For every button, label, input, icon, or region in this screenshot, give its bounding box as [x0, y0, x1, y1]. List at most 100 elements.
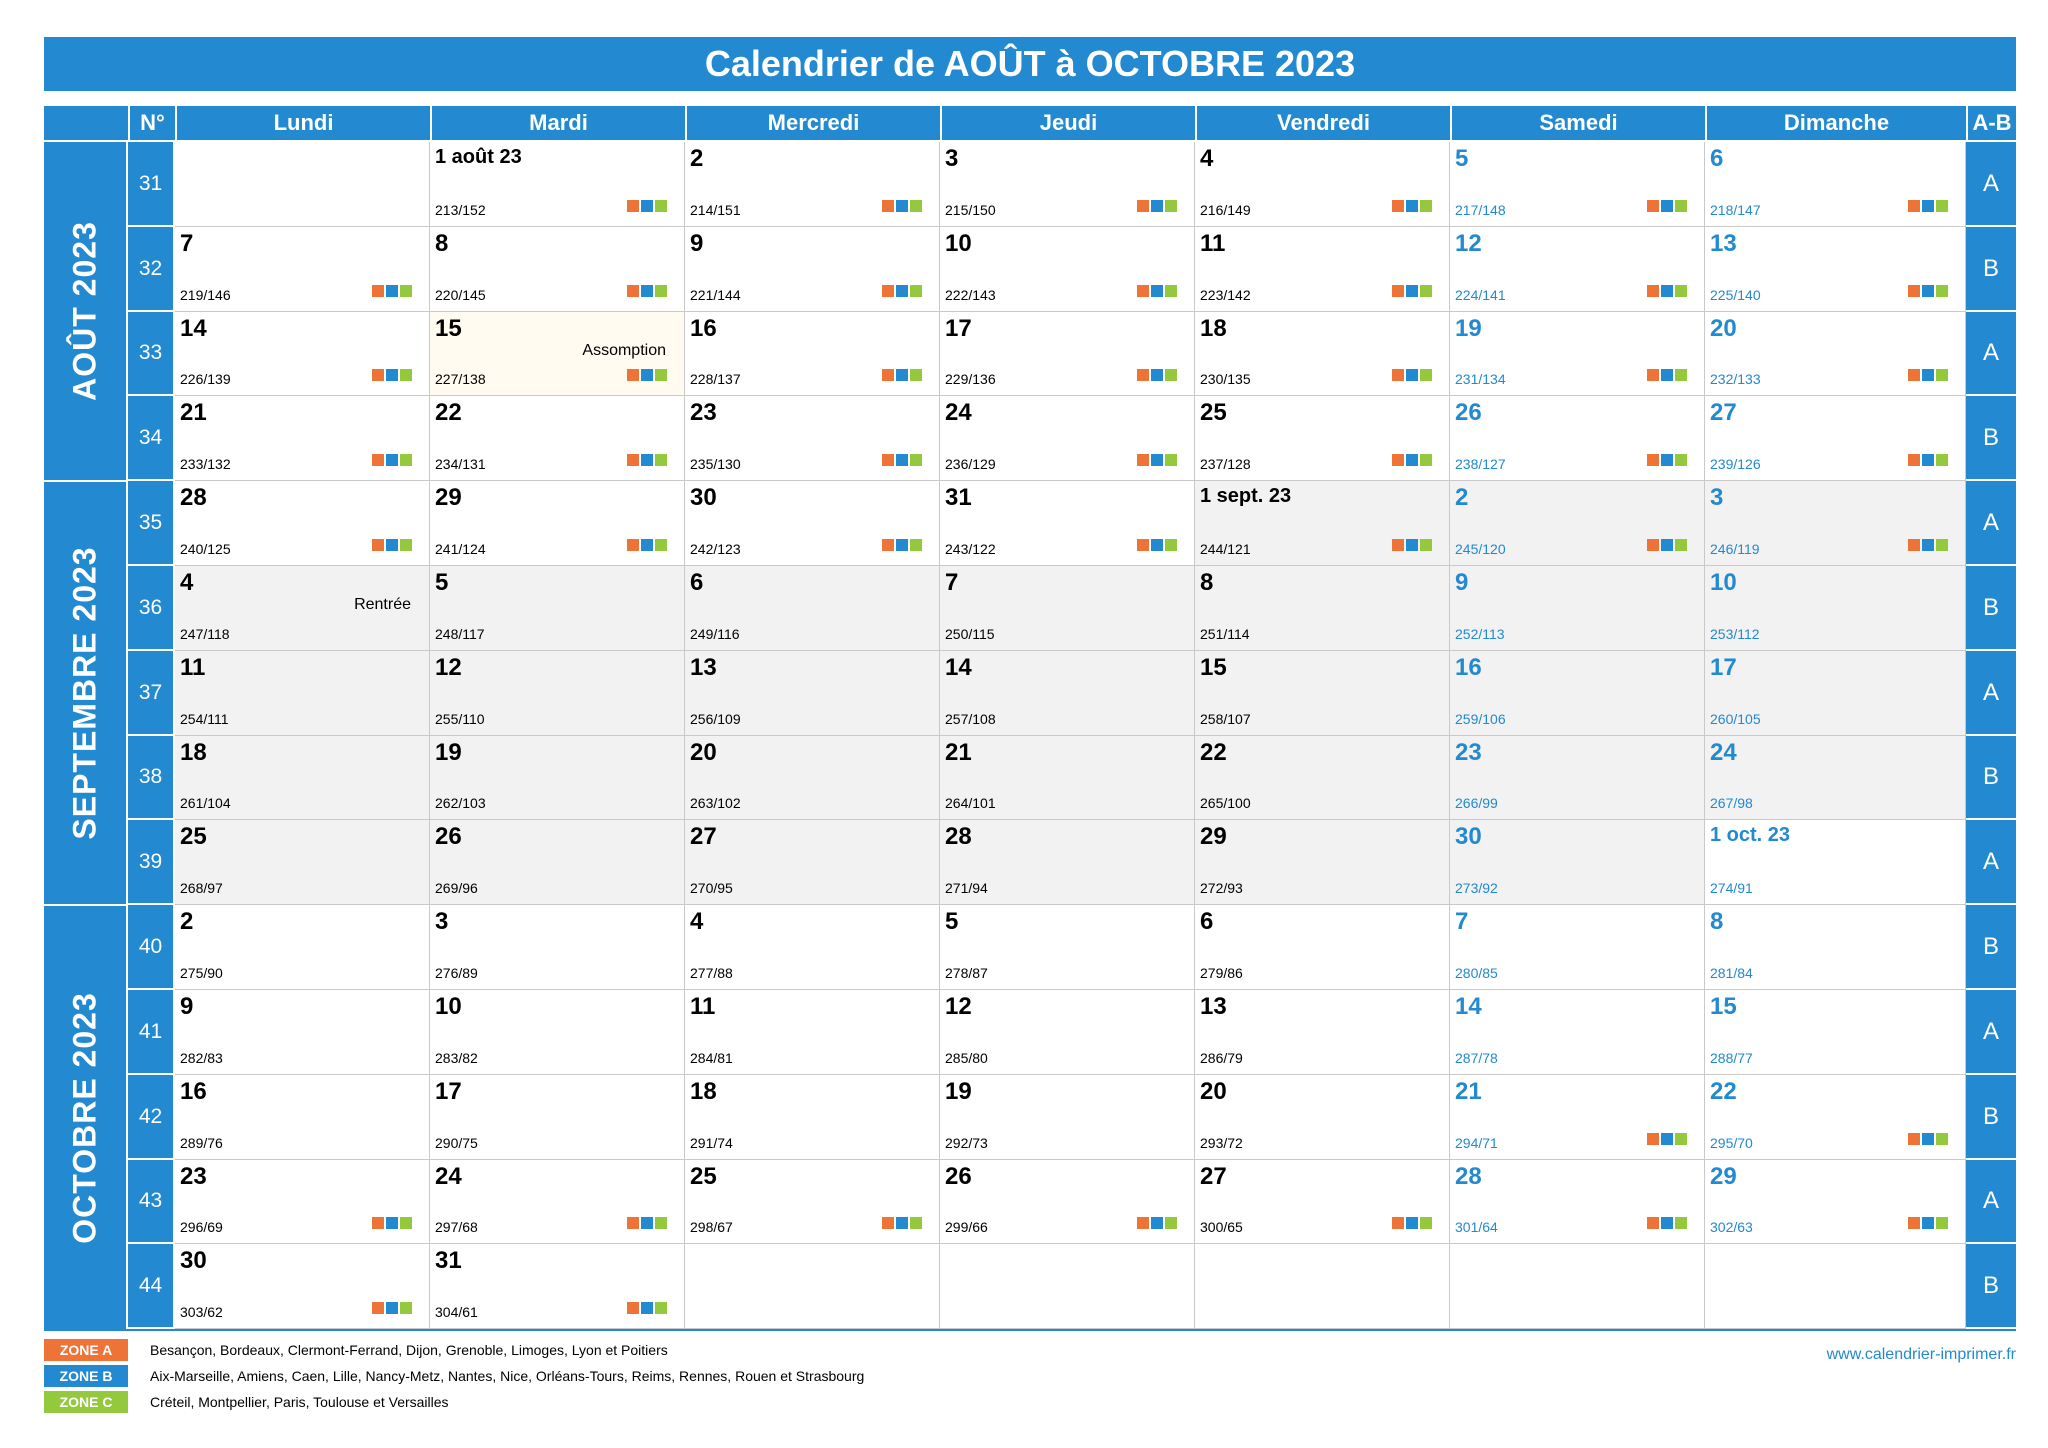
zone-b-square	[1661, 1217, 1673, 1229]
day-cell: 19 292/73	[940, 1075, 1195, 1160]
day-number: 2	[180, 908, 194, 935]
day-cell: 2 275/90	[175, 905, 430, 990]
zone-a-square	[1137, 200, 1149, 212]
day-of-year-count: 254/111	[180, 711, 229, 727]
day-cell: 21 294/71	[1450, 1075, 1705, 1160]
day-of-year-count: 269/96	[435, 880, 478, 896]
zone-a-square	[1392, 285, 1404, 297]
day-cell: 18 291/74	[685, 1075, 940, 1160]
zone-a-square	[1908, 1217, 1920, 1229]
day-cell: 15 288/77	[1705, 990, 1966, 1075]
day-number: 7	[180, 230, 194, 257]
day-of-year-count: 227/138	[435, 371, 486, 387]
zone-a-square	[1392, 539, 1404, 551]
day-of-year-count: 213/152	[435, 202, 486, 218]
zone-c-square	[1936, 1133, 1948, 1145]
zone-c-square	[655, 1302, 667, 1314]
day-of-year-count: 278/87	[945, 965, 988, 981]
zone-b-square	[896, 285, 908, 297]
day-cell: 7 250/115	[940, 566, 1195, 651]
website-link[interactable]: www.calendrier-imprimer.fr	[1826, 1346, 2016, 1363]
day-event-label: Rentrée	[354, 596, 411, 613]
day-number: 22	[1200, 739, 1227, 766]
day-of-year-count: 302/63	[1710, 1219, 1753, 1235]
day-cell: 4 216/149	[1195, 142, 1450, 227]
day-of-year-count: 245/120	[1455, 541, 1506, 557]
day-cell: 2 245/120	[1450, 481, 1705, 566]
week-number: 36	[128, 566, 173, 649]
zone-c-square	[1936, 539, 1948, 551]
zone-a-square	[882, 200, 894, 212]
school-holiday-zones-indicator	[1647, 285, 1687, 297]
day-number: 17	[945, 315, 972, 342]
day-number: 23	[1455, 739, 1482, 766]
day-cell: 3 215/150	[940, 142, 1195, 227]
school-holiday-zones-indicator	[627, 1302, 667, 1314]
school-holiday-zones-indicator	[1392, 200, 1432, 212]
day-cell: 6 249/116	[685, 566, 940, 651]
zone-b-square	[386, 539, 398, 551]
day-number: 15	[1200, 654, 1227, 681]
day-number: 2	[690, 145, 704, 172]
day-of-year-count: 297/68	[435, 1219, 478, 1235]
zone-a-square	[1392, 1217, 1404, 1229]
week-ab-letter: B	[1966, 1244, 2016, 1327]
month-band-aout: AOÛT 2023	[44, 142, 126, 480]
day-of-year-count: 281/84	[1710, 965, 1753, 981]
day-number: 5	[945, 908, 959, 935]
week-number: 44	[128, 1244, 173, 1327]
zone-c-square	[1420, 369, 1432, 381]
zone-b-square	[641, 285, 653, 297]
day-cell: 28 301/64	[1450, 1160, 1705, 1244]
zone-b-square	[386, 1217, 398, 1229]
zone-b-square	[1661, 539, 1673, 551]
zone-b-square	[1922, 539, 1934, 551]
school-holiday-zones-indicator	[627, 539, 667, 551]
day-number: 20	[690, 739, 717, 766]
day-number: 12	[945, 993, 972, 1020]
day-of-year-count: 234/131	[435, 456, 486, 472]
grid-bottom-rule	[44, 1329, 2016, 1331]
school-holiday-zones-indicator	[1647, 200, 1687, 212]
day-number: 25	[1200, 399, 1227, 426]
month-band-octobre: OCTOBRE 2023	[44, 906, 126, 1329]
school-holiday-zones-indicator	[1137, 369, 1177, 381]
zone-b-square	[1922, 285, 1934, 297]
zone-c-square	[1936, 369, 1948, 381]
day-of-year-count: 218/147	[1710, 202, 1761, 218]
zone-a-square	[1908, 539, 1920, 551]
day-number: 1 oct. 23	[1710, 824, 1791, 846]
month-label: AOÛT 2023	[66, 221, 103, 401]
day-number: 10	[945, 230, 972, 257]
day-cell: 30 242/123	[685, 481, 940, 566]
day-cell: 28 240/125	[175, 481, 430, 566]
day-of-year-count: 291/74	[690, 1135, 733, 1151]
zone-b-square	[641, 369, 653, 381]
week-number: 40	[128, 905, 173, 988]
day-cell: 10 253/112	[1705, 566, 1966, 651]
zone-c-square	[1165, 454, 1177, 466]
zone-b-square	[1922, 1217, 1934, 1229]
day-number: 29	[1710, 1163, 1737, 1190]
day-number: 25	[690, 1163, 717, 1190]
day-of-year-count: 224/141	[1455, 287, 1506, 303]
zone-c-square	[910, 454, 922, 466]
day-cell: 24 267/98	[1705, 736, 1966, 820]
month-label: OCTOBRE 2023	[66, 991, 103, 1244]
day-of-year-count: 289/76	[180, 1135, 223, 1151]
zone-a-square	[1137, 1217, 1149, 1229]
day-of-year-count: 223/142	[1200, 287, 1251, 303]
day-cell: 27 270/95	[685, 820, 940, 905]
zone-a-square	[1647, 454, 1659, 466]
zone-c-square	[655, 1217, 667, 1229]
day-cell: 30 303/62	[175, 1244, 430, 1329]
day-number: 28	[945, 823, 972, 850]
day-number: 15	[1710, 993, 1737, 1020]
zone-a-square	[1392, 369, 1404, 381]
school-holiday-zones-indicator	[1908, 369, 1948, 381]
zone-a-square	[1137, 539, 1149, 551]
day-number: 9	[1455, 569, 1469, 596]
header-day-jeudi: Jeudi	[940, 106, 1195, 140]
day-number: 6	[690, 569, 704, 596]
day-cell: 13 256/109	[685, 651, 940, 736]
